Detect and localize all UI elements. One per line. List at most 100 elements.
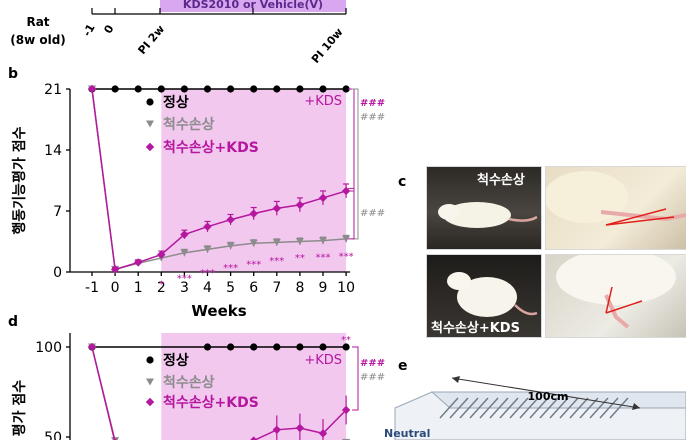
photo-sci-whole-rat: 척수손상 xyxy=(426,166,542,250)
timeline-tick-pi10w: PI 10w xyxy=(309,26,346,66)
point-b-0-9 xyxy=(296,85,304,93)
photo-label-kds: 척수손상+KDS xyxy=(431,321,520,336)
point-d-2-10 xyxy=(318,429,328,438)
timeline-tick-0: 0 xyxy=(101,22,116,35)
point-b-0-2 xyxy=(134,85,142,93)
sig-right-b: ### xyxy=(360,208,385,219)
bracket-kds-b xyxy=(348,88,355,192)
point-d-0-5 xyxy=(203,343,212,351)
y-axis-label-b: 행동기능평가 점수 xyxy=(11,126,28,234)
sig-star-b-3: *** xyxy=(223,263,238,274)
rat-label: Rat xyxy=(26,15,49,29)
x-tick-label-b-2: 1 xyxy=(134,280,143,296)
x-tick-label-b-7: 6 xyxy=(249,280,258,296)
rat-body-sci xyxy=(438,202,538,228)
x-tick-label-b-9: 8 xyxy=(295,280,304,296)
length-label: 100cm xyxy=(528,390,569,403)
point-b-2-7 xyxy=(249,209,258,218)
x-tick-label-b-0: -1 xyxy=(85,280,99,296)
panel-label-c: c xyxy=(398,174,406,190)
point-b-2-9 xyxy=(295,200,305,210)
panel-label-d: d xyxy=(8,314,18,330)
point-b-0-3 xyxy=(157,85,165,93)
point-b-2-10 xyxy=(318,193,328,203)
point-d-2-11 xyxy=(341,405,351,415)
sig-star-b-8: *** xyxy=(339,252,354,263)
bracket-right-b xyxy=(348,187,355,240)
legend-label-b-2: 척수손상+KDS xyxy=(163,140,259,156)
point-b-0-7 xyxy=(250,85,258,93)
sig-star-b-1: *** xyxy=(177,273,192,284)
point-b-1-6 xyxy=(226,242,235,250)
x-axis-label-b: Weeks xyxy=(191,302,246,320)
point-d-2-8 xyxy=(272,425,281,434)
grid-rungs xyxy=(439,397,629,419)
point-b-0-6 xyxy=(227,85,235,93)
point-b-2-2 xyxy=(134,258,143,267)
legend-label-d-2: 척수손상+KDS xyxy=(163,395,259,411)
x-tick-label-b-1: 0 xyxy=(111,280,120,296)
sig-star-b-4: *** xyxy=(246,259,261,270)
point-b-0-11 xyxy=(342,85,350,93)
point-d-0-9 xyxy=(296,343,304,351)
kds-label-b: +KDS xyxy=(304,94,342,109)
y-tick-label-b-21: 21 xyxy=(44,82,62,98)
kds-label-d: +KDS xyxy=(304,353,342,368)
legend-label-b-1: 척수손상 xyxy=(163,117,215,133)
sig-star-b-2: *** xyxy=(200,268,215,279)
x-tick-label-b-6: 5 xyxy=(226,280,235,296)
treatment-label: KDS2010 or Vehicle(V) xyxy=(183,0,323,11)
point-b-2-0 xyxy=(87,84,97,94)
length-arrow xyxy=(451,377,641,409)
hindlimb-kds xyxy=(556,255,676,329)
point-b-1-5 xyxy=(203,245,212,253)
photo-kds-closeup xyxy=(545,254,686,338)
point-b-2-11 xyxy=(341,186,351,196)
timeline-tick-neg1: -1 xyxy=(80,22,97,39)
x-tick-label-b-11: 10 xyxy=(337,280,355,296)
y-tick-label-d-50: 50 xyxy=(44,430,62,440)
sig-star-b-0: * xyxy=(159,279,164,290)
point-b-2-3 xyxy=(157,250,166,259)
point-b-1-9 xyxy=(295,238,304,245)
sig-kds-top-b: ### xyxy=(360,98,385,109)
bracket-kds-d xyxy=(352,346,359,411)
timeline-tick-pi2w: PI 2w xyxy=(135,23,167,57)
sig-star-b-5: *** xyxy=(269,256,284,267)
zone-label: Neutral xyxy=(384,427,430,440)
point-b-1-10 xyxy=(319,237,327,245)
point-b-1-8 xyxy=(272,238,281,246)
sig-star-b-7: *** xyxy=(316,252,331,263)
point-b-2-1 xyxy=(110,265,120,274)
legend-label-b-0: 정상 xyxy=(163,94,189,111)
apparatus-drawing: 100cm Neutral xyxy=(384,376,686,440)
legend-label-d-1: 척수손상 xyxy=(163,375,215,391)
sig-sci-top-b: ### xyxy=(360,112,385,123)
point-d-2-7 xyxy=(250,436,258,440)
point-d-2-0 xyxy=(87,342,97,352)
rat-body-kds xyxy=(447,272,538,317)
point-b-1-7 xyxy=(249,239,258,247)
panel-label-e: e xyxy=(398,358,408,374)
point-b-0-10 xyxy=(319,85,327,93)
point-d-0-11 xyxy=(342,343,350,351)
treatment-shade-d xyxy=(161,333,347,440)
age-label: (8w old) xyxy=(10,33,66,47)
x-tick-label-b-8: 7 xyxy=(272,280,281,296)
legend-marker-b-2 xyxy=(145,142,155,152)
point-d-0-10 xyxy=(319,343,327,351)
point-b-2-8 xyxy=(272,204,281,213)
point-b-0-4 xyxy=(180,85,188,93)
point-d-0-8 xyxy=(273,343,281,351)
point-b-0-1 xyxy=(111,85,119,93)
x-tick-label-b-10: 9 xyxy=(319,280,328,296)
point-d-0-6 xyxy=(227,343,235,351)
point-b-0-8 xyxy=(273,85,281,93)
point-b-1-11 xyxy=(342,235,351,243)
point-d-0-7 xyxy=(250,343,258,351)
photo-label-sci: 척수손상 xyxy=(477,173,525,188)
sig-stars-d: ** xyxy=(341,335,351,346)
